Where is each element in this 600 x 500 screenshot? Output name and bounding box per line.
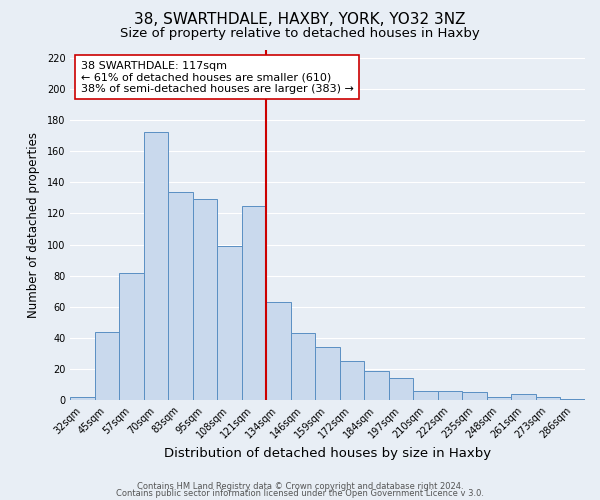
Text: Contains HM Land Registry data © Crown copyright and database right 2024.: Contains HM Land Registry data © Crown c…: [137, 482, 463, 491]
Bar: [291, 334, 316, 400]
Bar: [70, 397, 95, 400]
Bar: [463, 392, 487, 400]
Bar: [144, 132, 169, 400]
Bar: [193, 200, 217, 400]
Bar: [487, 397, 511, 400]
Bar: [316, 348, 340, 400]
Bar: [364, 370, 389, 400]
Bar: [95, 332, 119, 400]
Bar: [511, 394, 536, 400]
Text: 38, SWARTHDALE, HAXBY, YORK, YO32 3NZ: 38, SWARTHDALE, HAXBY, YORK, YO32 3NZ: [134, 12, 466, 28]
Bar: [169, 192, 193, 400]
Bar: [119, 272, 144, 400]
Text: 38 SWARTHDALE: 117sqm
← 61% of detached houses are smaller (610)
38% of semi-det: 38 SWARTHDALE: 117sqm ← 61% of detached …: [81, 60, 353, 94]
Bar: [560, 398, 585, 400]
Bar: [340, 362, 364, 400]
Bar: [536, 397, 560, 400]
Text: Contains public sector information licensed under the Open Government Licence v : Contains public sector information licen…: [116, 489, 484, 498]
Bar: [217, 246, 242, 400]
Bar: [438, 391, 463, 400]
Text: Size of property relative to detached houses in Haxby: Size of property relative to detached ho…: [120, 28, 480, 40]
Bar: [266, 302, 291, 400]
Bar: [389, 378, 413, 400]
Y-axis label: Number of detached properties: Number of detached properties: [27, 132, 40, 318]
X-axis label: Distribution of detached houses by size in Haxby: Distribution of detached houses by size …: [164, 447, 491, 460]
Bar: [413, 391, 438, 400]
Bar: [242, 206, 266, 400]
